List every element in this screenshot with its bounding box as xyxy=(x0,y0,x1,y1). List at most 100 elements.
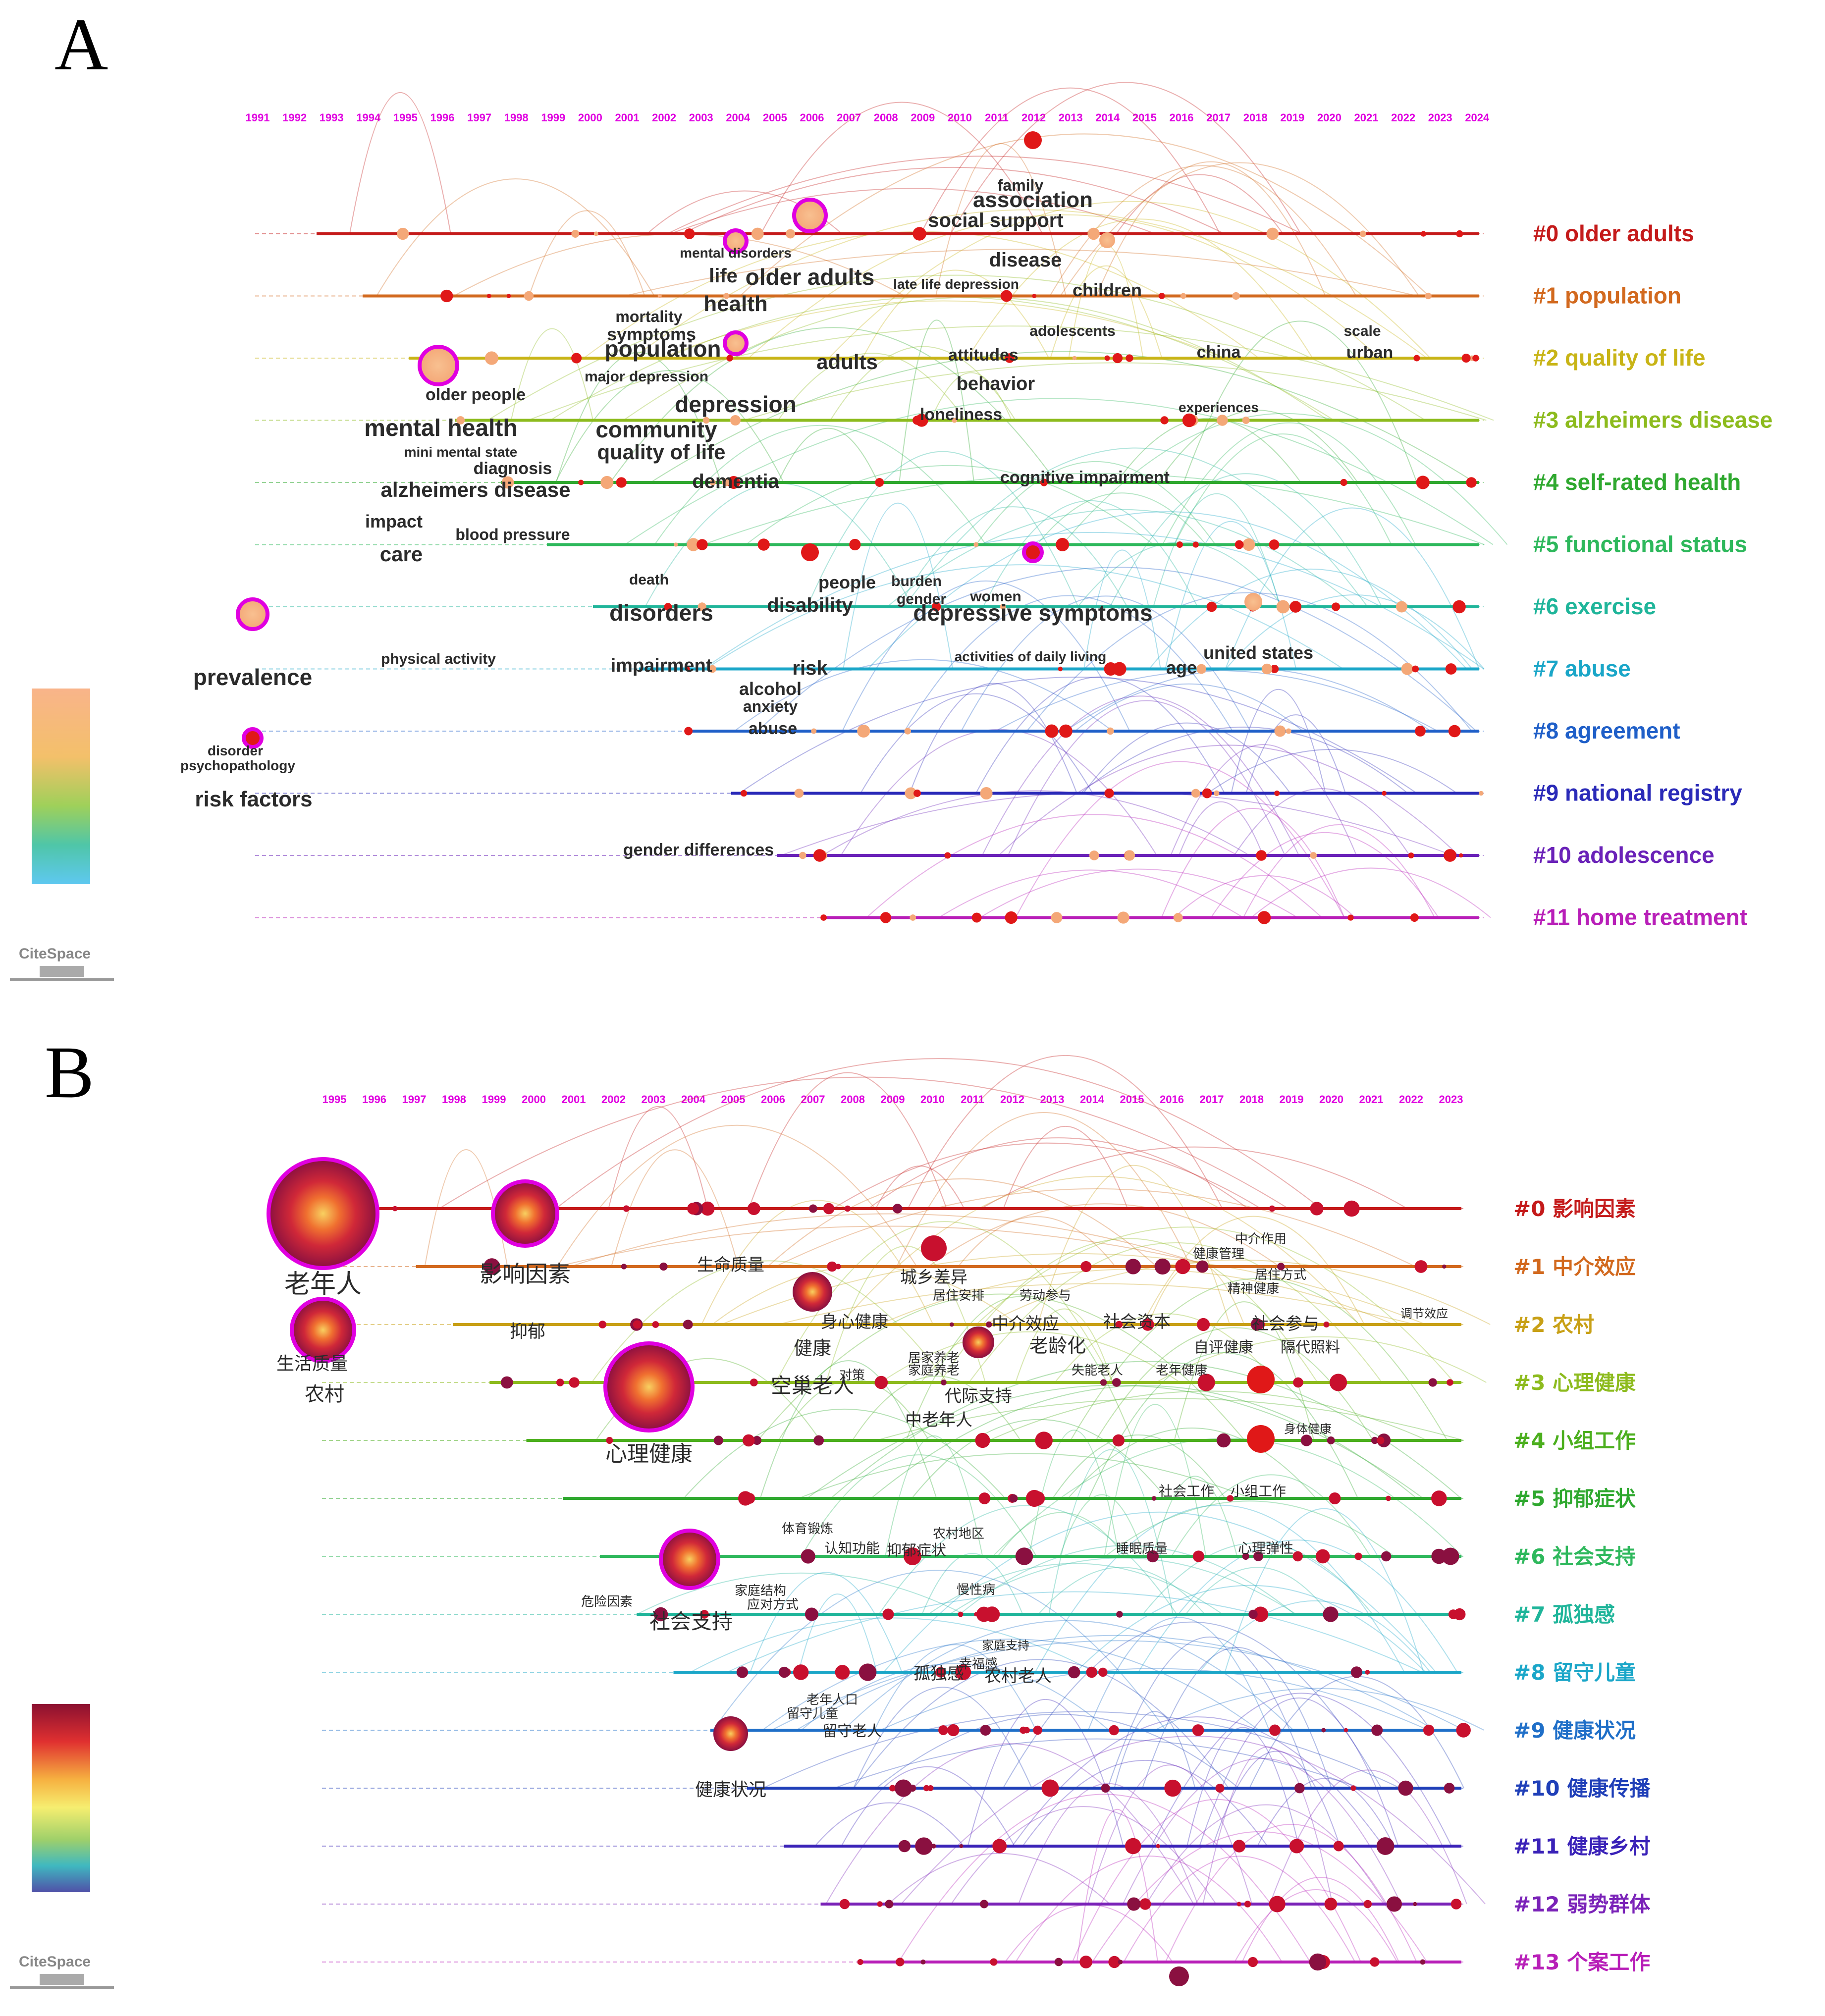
keyword-node[interactable] xyxy=(727,476,741,489)
keyword-node[interactable] xyxy=(1382,791,1387,796)
keyword-node[interactable] xyxy=(892,1204,903,1214)
hub-node[interactable] xyxy=(793,1272,832,1312)
keyword-node[interactable] xyxy=(742,1434,755,1447)
keyword-node[interactable] xyxy=(1054,1958,1063,1966)
keyword-node[interactable] xyxy=(889,1785,896,1792)
keyword-node[interactable] xyxy=(1182,413,1196,427)
keyword-node[interactable] xyxy=(1009,1494,1018,1503)
keyword-node[interactable] xyxy=(1196,1260,1209,1273)
hub-node[interactable] xyxy=(921,1235,947,1261)
keyword-node[interactable] xyxy=(1015,1547,1033,1565)
keyword-node[interactable] xyxy=(912,227,926,241)
keyword-node[interactable] xyxy=(1321,1728,1326,1733)
keyword-node[interactable] xyxy=(1217,415,1228,426)
keyword-node[interactable] xyxy=(1051,912,1063,923)
hub-node[interactable] xyxy=(963,1326,994,1358)
hub-node[interactable] xyxy=(1099,232,1115,248)
keyword-node[interactable] xyxy=(1164,1779,1181,1797)
keyword-node[interactable] xyxy=(751,227,764,240)
keyword-node[interactable] xyxy=(1310,1202,1324,1216)
keyword-node[interactable] xyxy=(1447,1379,1453,1386)
keyword-node[interactable] xyxy=(556,1379,564,1386)
keyword-node[interactable] xyxy=(1333,1841,1344,1852)
keyword-node[interactable] xyxy=(1253,1606,1269,1622)
keyword-node[interactable] xyxy=(1112,1378,1121,1387)
keyword-node[interactable] xyxy=(1414,1260,1428,1273)
keyword-node[interactable] xyxy=(1086,1666,1098,1678)
hub-node[interactable] xyxy=(723,330,749,356)
keyword-node[interactable] xyxy=(923,1785,930,1792)
keyword-node[interactable] xyxy=(971,912,982,923)
keyword-node[interactable] xyxy=(1040,478,1048,486)
keyword-node[interactable] xyxy=(1115,1321,1123,1328)
keyword-node[interactable] xyxy=(1456,230,1463,238)
keyword-node[interactable] xyxy=(931,602,941,612)
keyword-node[interactable] xyxy=(1315,1549,1330,1564)
keyword-node[interactable] xyxy=(396,227,409,240)
hub-node[interactable] xyxy=(659,1529,720,1590)
keyword-node[interactable] xyxy=(1118,1960,1123,1964)
keyword-node[interactable] xyxy=(1125,1838,1141,1855)
keyword-node[interactable] xyxy=(1192,541,1199,548)
keyword-node[interactable] xyxy=(1340,478,1347,486)
keyword-node[interactable] xyxy=(1294,1783,1305,1794)
keyword-node[interactable] xyxy=(578,479,584,485)
keyword-node[interactable] xyxy=(736,1666,749,1678)
keyword-node[interactable] xyxy=(1000,290,1013,302)
keyword-node[interactable] xyxy=(1293,1377,1303,1388)
keyword-node[interactable] xyxy=(1033,1725,1042,1735)
keyword-node[interactable] xyxy=(1100,1379,1107,1386)
keyword-node[interactable] xyxy=(750,1379,758,1386)
keyword-node[interactable] xyxy=(1410,913,1419,922)
keyword-node[interactable] xyxy=(1274,725,1286,737)
keyword-node[interactable] xyxy=(1329,1374,1347,1391)
keyword-node[interactable] xyxy=(1197,1374,1215,1391)
keyword-node[interactable] xyxy=(1261,663,1273,675)
keyword-node[interactable] xyxy=(708,665,717,673)
keyword-node[interactable] xyxy=(1109,1725,1119,1736)
keyword-node[interactable] xyxy=(959,1844,964,1849)
keyword-node[interactable] xyxy=(1180,293,1186,299)
keyword-node[interactable] xyxy=(1072,356,1077,361)
hub-node[interactable] xyxy=(792,198,828,233)
keyword-node[interactable] xyxy=(1079,1956,1093,1968)
keyword-node[interactable] xyxy=(896,1958,905,1966)
keyword-node[interactable] xyxy=(805,1607,818,1621)
keyword-node[interactable] xyxy=(484,351,499,365)
keyword-node[interactable] xyxy=(813,1435,824,1446)
keyword-node[interactable] xyxy=(1289,1839,1304,1854)
keyword-node[interactable] xyxy=(1005,353,1015,363)
hub-node[interactable] xyxy=(267,1157,379,1270)
keyword-node[interactable] xyxy=(1415,726,1426,737)
keyword-node[interactable] xyxy=(1347,914,1354,921)
keyword-node[interactable] xyxy=(1056,537,1070,552)
keyword-node[interactable] xyxy=(1359,230,1366,237)
keyword-node[interactable] xyxy=(1277,1263,1285,1271)
keyword-node[interactable] xyxy=(456,416,465,424)
hub-node[interactable] xyxy=(1169,1966,1189,1986)
keyword-node[interactable] xyxy=(598,1321,607,1328)
keyword-node[interactable] xyxy=(1215,1783,1225,1793)
keyword-node[interactable] xyxy=(915,1837,933,1855)
keyword-node[interactable] xyxy=(910,914,916,921)
keyword-node[interactable] xyxy=(1300,1434,1312,1446)
keyword-node[interactable] xyxy=(1381,1551,1392,1562)
keyword-node[interactable] xyxy=(978,1492,991,1504)
keyword-node[interactable] xyxy=(920,1959,926,1965)
keyword-node[interactable] xyxy=(938,1725,949,1735)
keyword-node[interactable] xyxy=(874,1376,888,1389)
keyword-node[interactable] xyxy=(913,790,921,797)
keyword-node[interactable] xyxy=(1125,1259,1141,1274)
keyword-node[interactable] xyxy=(975,1432,990,1448)
keyword-node[interactable] xyxy=(659,1262,668,1271)
keyword-node[interactable] xyxy=(1087,227,1100,240)
keyword-node[interactable] xyxy=(1442,1547,1459,1565)
keyword-node[interactable] xyxy=(1289,601,1302,613)
keyword-node[interactable] xyxy=(1104,662,1118,676)
keyword-node[interactable] xyxy=(1000,604,1006,610)
keyword-node[interactable] xyxy=(990,1958,998,1966)
keyword-node[interactable] xyxy=(947,1724,960,1737)
keyword-node[interactable] xyxy=(980,787,993,800)
keyword-node[interactable] xyxy=(823,1203,835,1215)
keyword-node[interactable] xyxy=(730,415,741,426)
